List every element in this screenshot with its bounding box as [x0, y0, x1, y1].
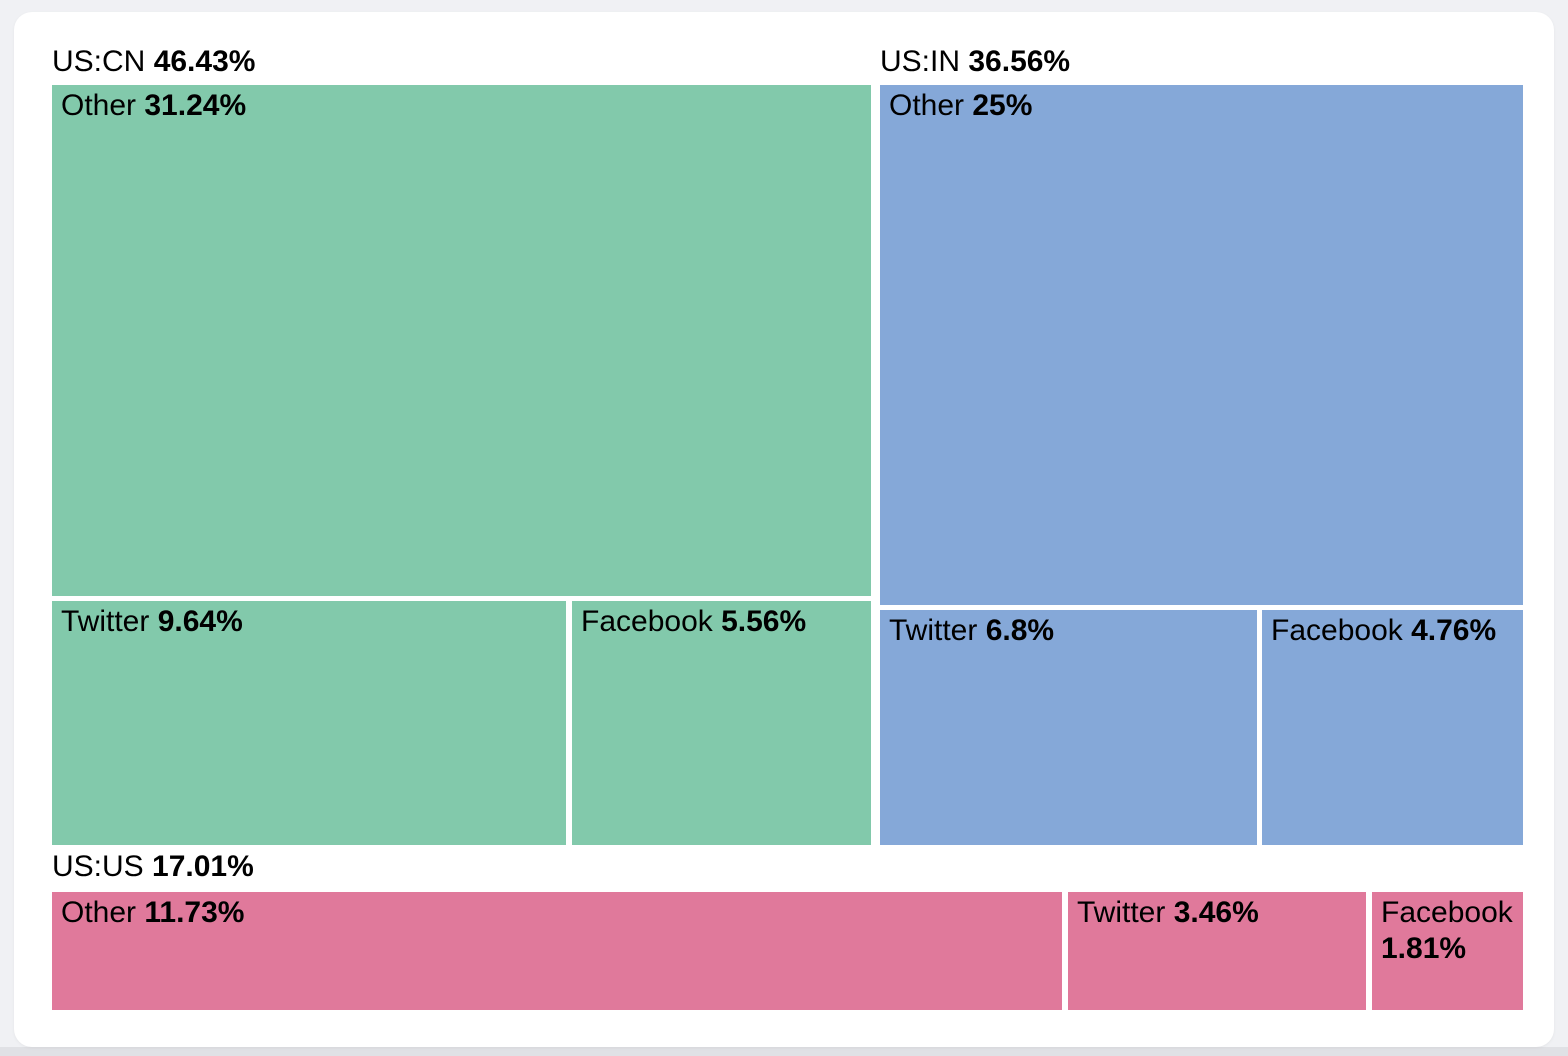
cell-value: 9.64% [157, 605, 243, 638]
treemap-group-header-us-us: US:US 17.01% [52, 849, 254, 885]
page-bottom-strip [0, 1047, 1568, 1056]
treemap-cell-us-cn-facebook[interactable]: Facebook 5.56% [572, 601, 871, 845]
cell-value: 31.24% [144, 89, 247, 122]
cell-value: 4.76% [1411, 614, 1497, 647]
treemap-group-header-us-cn: US:CN 46.43% [52, 44, 255, 80]
cell-label: Twitter [1077, 896, 1166, 929]
cell-label: Other [889, 89, 965, 122]
cell-value: 25% [972, 89, 1033, 122]
cell-label: Facebook [1381, 896, 1513, 929]
treemap-cell-us-us-other[interactable]: Other 11.73% [52, 892, 1062, 1010]
group-label: US:CN [52, 45, 146, 78]
cell-label: Facebook [581, 605, 713, 638]
cell-label: Twitter [61, 605, 150, 638]
cell-value: 11.73% [144, 896, 245, 929]
cell-value: 6.8% [985, 614, 1055, 647]
cell-label: Other [61, 896, 137, 929]
group-label: US:IN [880, 45, 961, 78]
treemap-cell-us-in-twitter[interactable]: Twitter 6.8% [880, 610, 1257, 845]
group-value: 17.01% [152, 850, 254, 883]
treemap-card: US:CN 46.43% US:IN 36.56% US:US 17.01% O… [14, 12, 1554, 1047]
treemap-cell-us-cn-other[interactable]: Other 31.24% [52, 85, 871, 596]
treemap-cell-us-in-other[interactable]: Other 25% [880, 85, 1523, 605]
group-value: 36.56% [968, 45, 1071, 78]
cell-value: 1.81% [1381, 932, 1467, 965]
cell-value: 5.56% [721, 605, 807, 638]
group-value: 46.43% [153, 45, 256, 78]
cell-label: Twitter [889, 614, 978, 647]
cell-label: Other [61, 89, 137, 122]
treemap-cell-us-in-facebook[interactable]: Facebook 4.76% [1262, 610, 1523, 845]
treemap-cell-us-us-facebook[interactable]: Facebook 1.81% [1372, 892, 1523, 1010]
group-label: US:US [52, 850, 144, 883]
treemap-group-header-us-in: US:IN 36.56% [880, 44, 1070, 80]
cell-value: 3.46% [1173, 896, 1259, 929]
treemap-cell-us-us-twitter[interactable]: Twitter 3.46% [1068, 892, 1366, 1010]
cell-label: Facebook [1271, 614, 1403, 647]
treemap-cell-us-cn-twitter[interactable]: Twitter 9.64% [52, 601, 566, 845]
